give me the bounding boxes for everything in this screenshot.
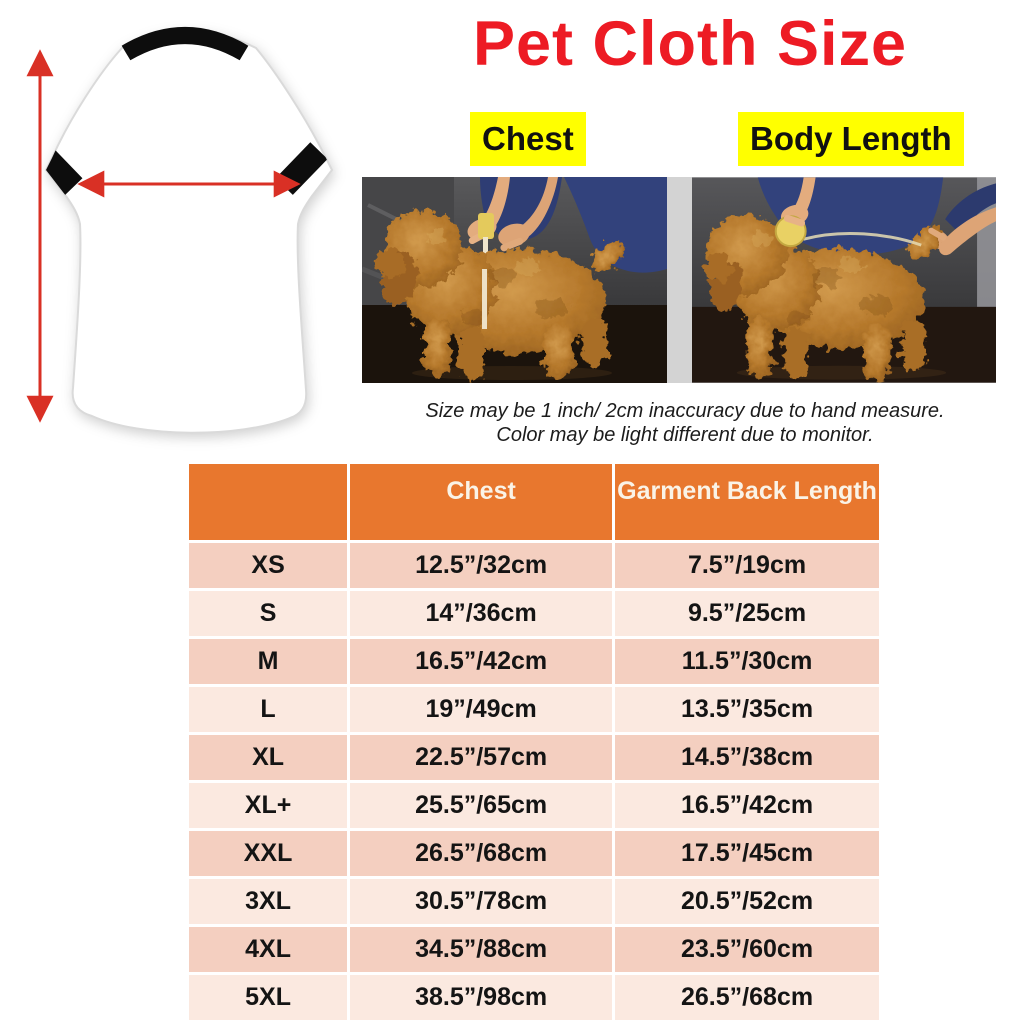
back-length-cell: 14.5”/38cm bbox=[615, 735, 879, 780]
disclaimer-line-2: Color may be light different due to moni… bbox=[496, 424, 874, 446]
table-row: XXL 26.5”/68cm 17.5”/45cm bbox=[189, 831, 879, 876]
size-table-body: XS 12.5”/32cm 7.5”/19cm S 14”/36cm 9.5”/25cm M… bbox=[189, 543, 879, 1020]
arm-right bbox=[516, 177, 558, 239]
tshirt-body bbox=[44, 29, 334, 434]
table-row: 5XL 38.5”/98cm 26.5”/68cm bbox=[189, 975, 879, 1020]
chest-cell: 16.5”/42cm bbox=[350, 639, 613, 684]
back-length-cell: 9.5”/25cm bbox=[615, 591, 879, 636]
chest-cell: 12.5”/32cm bbox=[350, 543, 613, 588]
table-row: 3XL 30.5”/78cm 20.5”/52cm bbox=[189, 879, 879, 924]
back-length-cell: 20.5”/52cm bbox=[615, 879, 879, 924]
dog-illustration bbox=[375, 210, 625, 379]
table-header-row: Chest Garment Back Length bbox=[189, 464, 879, 540]
tape-case bbox=[478, 213, 494, 239]
back-length-cell: 16.5”/42cm bbox=[615, 783, 879, 828]
chest-cell: 30.5”/78cm bbox=[350, 879, 613, 924]
table-row: XS 12.5”/32cm 7.5”/19cm bbox=[189, 543, 879, 588]
person-sleeve bbox=[945, 183, 996, 234]
body-length-label: Body Length bbox=[738, 112, 964, 166]
size-column-header bbox=[189, 464, 348, 540]
chest-cell: 14”/36cm bbox=[350, 591, 613, 636]
measurement-photos bbox=[362, 177, 996, 383]
chest-cell: 19”/49cm bbox=[350, 687, 613, 732]
back-length-cell: 11.5”/30cm bbox=[615, 639, 879, 684]
size-cell: 4XL bbox=[189, 927, 348, 972]
back-length-cell: 26.5”/68cm bbox=[615, 975, 879, 1020]
size-cell: XXL bbox=[189, 831, 348, 876]
left-cuff bbox=[46, 142, 83, 195]
size-cell: M bbox=[189, 639, 348, 684]
dog-illustration bbox=[702, 215, 943, 381]
size-cell: XL+ bbox=[189, 783, 348, 828]
table-row: XL+ 25.5”/65cm 16.5”/42cm bbox=[189, 783, 879, 828]
disclaimer-note: Size may be 1 inch/ 2cm inaccuracy due t… bbox=[340, 399, 1024, 447]
size-cell: XL bbox=[189, 735, 348, 780]
chest-cell: 26.5”/68cm bbox=[350, 831, 613, 876]
chest-cell: 38.5”/98cm bbox=[350, 975, 613, 1020]
back-length-column-header: Garment Back Length bbox=[615, 464, 879, 540]
back-length-cell: 7.5”/19cm bbox=[615, 543, 879, 588]
table-row: 4XL 34.5”/88cm 23.5”/60cm bbox=[189, 927, 879, 972]
tshirt-diagram bbox=[26, 27, 334, 434]
photo-body-length-measure bbox=[692, 177, 996, 383]
chest-cell: 22.5”/57cm bbox=[350, 735, 613, 780]
person-torso bbox=[558, 177, 667, 273]
back-length-cell: 17.5”/45cm bbox=[615, 831, 879, 876]
photo-divider bbox=[667, 177, 692, 383]
back-length-cell: 13.5”/35cm bbox=[615, 687, 879, 732]
measuring-tape bbox=[803, 232, 922, 247]
disclaimer-line-1: Size may be 1 inch/ 2cm inaccuracy due t… bbox=[425, 400, 945, 422]
table-row: S 14”/36cm 9.5”/25cm bbox=[189, 591, 879, 636]
chest-cell: 25.5”/65cm bbox=[350, 783, 613, 828]
size-cell: S bbox=[189, 591, 348, 636]
size-cell: 5XL bbox=[189, 975, 348, 1020]
back-length-cell: 23.5”/60cm bbox=[615, 927, 879, 972]
arm-right bbox=[939, 207, 996, 256]
table-row: M 16.5”/42cm 11.5”/30cm bbox=[189, 639, 879, 684]
chest-column-header: Chest bbox=[350, 464, 613, 540]
page-title: Pet Cloth Size bbox=[472, 9, 908, 79]
size-cell: 3XL bbox=[189, 879, 348, 924]
table-row: XL 22.5”/57cm 14.5”/38cm bbox=[189, 735, 879, 780]
size-cell: XS bbox=[189, 543, 348, 588]
collar bbox=[121, 27, 249, 61]
chest-cell: 34.5”/88cm bbox=[350, 927, 613, 972]
size-table: Chest Garment Back Length XS 12.5”/32cm 7.… bbox=[186, 461, 882, 1023]
photo-chest-measure bbox=[362, 177, 667, 383]
size-cell: L bbox=[189, 687, 348, 732]
chest-label: Chest bbox=[470, 112, 586, 166]
table-row: L 19”/49cm 13.5”/35cm bbox=[189, 687, 879, 732]
measuring-tape-lower bbox=[482, 269, 487, 329]
